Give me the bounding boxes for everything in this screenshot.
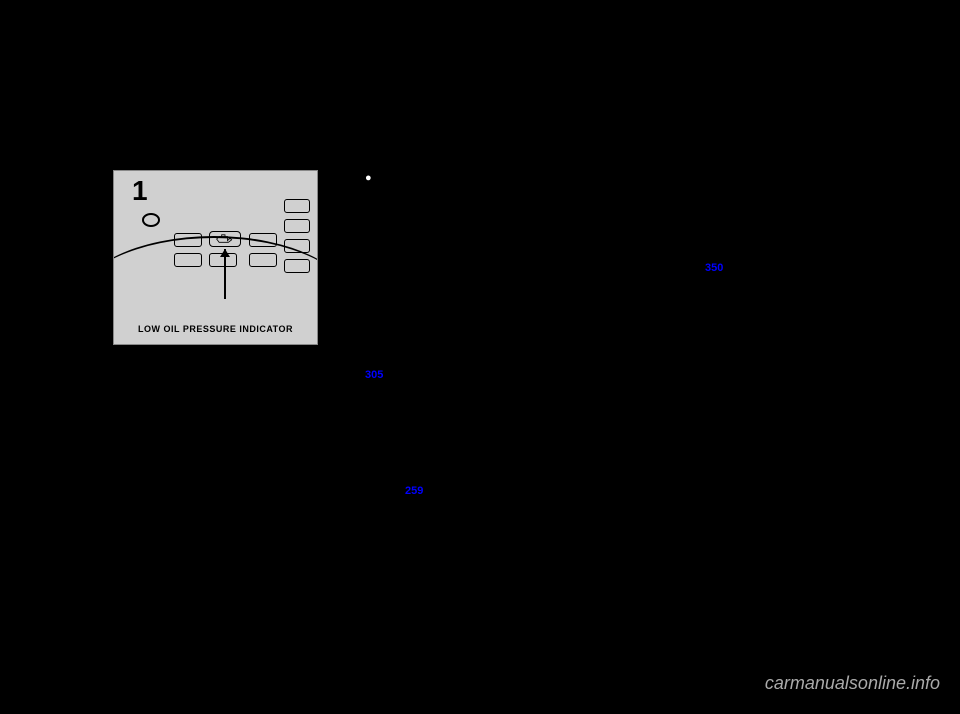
page-reference-link[interactable]: 259 <box>405 485 423 497</box>
text-column-3: 350 <box>625 170 855 277</box>
indicator-box <box>284 219 310 233</box>
indicator-box <box>284 259 310 273</box>
indicator-box <box>174 253 202 267</box>
page-reference-link[interactable]: 305 <box>365 369 383 381</box>
bullet-icon: ● <box>365 170 372 187</box>
indicator-box <box>249 253 277 267</box>
indicator-box <box>284 199 310 213</box>
gauge-zero <box>142 213 160 227</box>
oil-can-icon <box>215 234 235 244</box>
watermark: carmanualsonline.info <box>765 673 940 694</box>
oil-pressure-indicator-icon <box>209 231 241 247</box>
bullet-item: ● <box>365 170 600 187</box>
indicator-box <box>249 233 277 247</box>
page-reference-link[interactable]: 350 <box>705 262 723 274</box>
arrow-line <box>224 249 226 299</box>
gauge-digit: 1 <box>132 175 148 207</box>
indicator-box <box>284 239 310 253</box>
text-column-2: ● 305 259 <box>365 170 600 500</box>
dashboard-diagram: 1 LOW OIL PRESSURE INDICATOR <box>113 170 318 345</box>
diagram-caption: LOW OIL PRESSURE INDICATOR <box>114 314 317 344</box>
indicator-box <box>174 233 202 247</box>
diagram-content: 1 <box>114 171 317 316</box>
